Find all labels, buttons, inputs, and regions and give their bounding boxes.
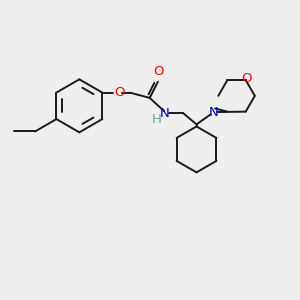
- Text: N: N: [160, 107, 170, 120]
- Text: O: O: [154, 65, 164, 78]
- Text: N: N: [209, 106, 218, 118]
- Text: O: O: [241, 72, 251, 85]
- Text: H: H: [152, 112, 162, 126]
- Text: O: O: [115, 86, 125, 99]
